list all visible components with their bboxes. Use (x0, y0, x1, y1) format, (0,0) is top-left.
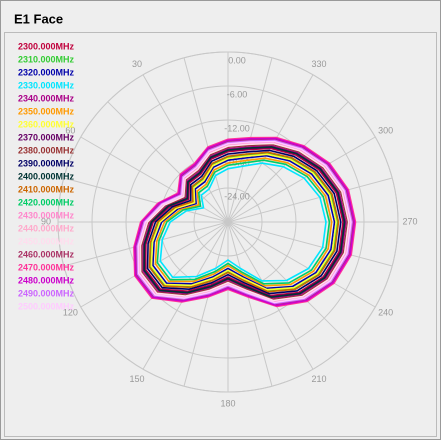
legend-label: 2430.000MHz (18, 210, 75, 220)
spoke (183, 221, 229, 387)
spoke (142, 74, 229, 223)
legend-label: 2420.000MHz (18, 197, 75, 207)
legend-label: 2330.000MHz (18, 80, 75, 90)
legend-label: 2390.000MHz (18, 158, 75, 168)
theta-tick-label: 60 (65, 125, 75, 135)
legend-label: 2450.000MHz (18, 236, 75, 246)
pattern-trace (146, 149, 342, 295)
theta-tick-label: 120 (63, 307, 78, 317)
pattern-trace (133, 136, 357, 308)
legend-label: 2500.000MHz (18, 301, 75, 311)
pattern-trace (135, 138, 354, 306)
legend-label: 2320.000MHz (18, 67, 75, 77)
pattern-trace (143, 146, 346, 298)
theta-tick-label: 270 (402, 216, 417, 226)
spoke (227, 221, 393, 267)
legend-label: 2360.000MHz (18, 119, 75, 129)
spoke (80, 221, 229, 308)
pattern-trace (156, 159, 331, 285)
spoke (227, 221, 349, 343)
ring (57, 51, 399, 393)
legend-label: 2490.000MHz (18, 288, 75, 298)
spoke (227, 221, 376, 308)
pattern-trace (138, 141, 351, 303)
r-tick-label: -24.00 (224, 191, 250, 201)
spoke (227, 177, 393, 223)
spoke (227, 136, 376, 223)
spoke (107, 101, 229, 223)
pattern-trace (137, 140, 352, 304)
pattern-trace (154, 157, 333, 287)
legend-label: 2410.000MHz (18, 184, 75, 194)
legend-label: 2480.000MHz (18, 275, 75, 285)
spoke (227, 101, 349, 223)
pattern-trace (134, 137, 356, 307)
ring (193, 187, 263, 257)
chart-title: E1 Face (14, 11, 63, 26)
legend: 2300.000MHz 2310.000MHz 2320.000MHz 2330.00… (18, 41, 75, 311)
legend-label: 2380.000MHz (18, 145, 75, 155)
legend-label: 2340.000MHz (18, 93, 75, 103)
pattern-trace (144, 147, 344, 297)
legend-label: 2300.000MHz (18, 41, 75, 51)
legend-label: 2440.000MHz (18, 223, 75, 233)
theta-tick-label: 240 (378, 307, 393, 317)
pattern-trace (159, 162, 327, 282)
legend-label: 2400.000MHz (18, 171, 75, 181)
theta-tick-label: 210 (311, 374, 326, 384)
r-tick-label: 0.00 (228, 55, 246, 65)
legend-label: 2470.000MHz (18, 262, 75, 272)
theta-tick-label: 180 (220, 398, 235, 408)
traces (133, 136, 357, 308)
pattern-trace (142, 145, 347, 299)
spoke (183, 57, 229, 223)
legend-label: 2460.000MHz (18, 249, 75, 259)
ring (91, 85, 365, 359)
pattern-trace (148, 151, 340, 293)
legend-label: 2350.000MHz (18, 106, 75, 116)
theta-tick-label: 90 (41, 216, 51, 226)
legend-label: 2310.000MHz (18, 54, 75, 64)
theta-tick-label: 30 (132, 59, 142, 69)
pattern-trace (152, 154, 336, 290)
pattern-trace (136, 139, 353, 305)
r-tick-label: -12.00 (224, 123, 250, 133)
r-tick-label: -6.00 (227, 89, 248, 99)
pattern-trace (139, 142, 350, 302)
pattern-trace (140, 143, 349, 301)
spoke (63, 177, 229, 223)
spoke (227, 221, 273, 387)
theta-tick-label: 330 (311, 59, 326, 69)
pattern-trace (150, 153, 337, 291)
spoke (107, 221, 229, 343)
theta-tick-label: 150 (129, 374, 144, 384)
theta-tick-label: 300 (378, 125, 393, 135)
legend-label: 2370.000MHz (18, 132, 75, 142)
